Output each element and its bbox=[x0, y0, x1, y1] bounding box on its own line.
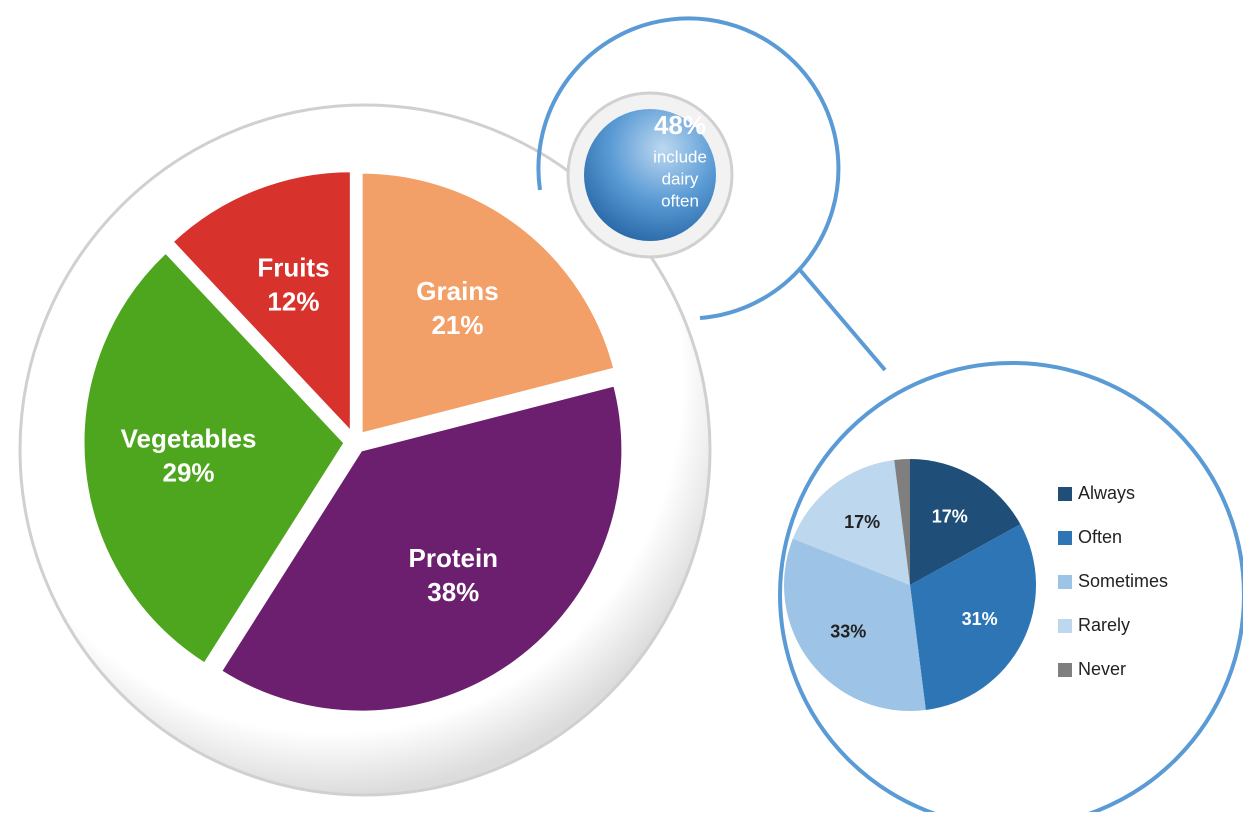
legend-swatch bbox=[1058, 663, 1072, 677]
legend-swatch bbox=[1058, 531, 1072, 545]
pie-slice bbox=[910, 459, 1021, 585]
pie-slice bbox=[792, 459, 910, 585]
annotation-text: often bbox=[661, 191, 699, 210]
legend-label: Always bbox=[1078, 483, 1135, 503]
pie-slice bbox=[359, 170, 617, 437]
value-label: 38% bbox=[427, 577, 479, 607]
value-label: 17% bbox=[844, 512, 880, 532]
annotation-text: include bbox=[653, 147, 707, 166]
slice-label: Protein bbox=[408, 543, 498, 573]
pie-slice bbox=[910, 524, 1036, 711]
legend-swatch bbox=[1058, 487, 1072, 501]
legend-label: Sometimes bbox=[1078, 571, 1168, 591]
legend-label: Never bbox=[1078, 659, 1126, 679]
pie-slice bbox=[81, 249, 347, 667]
pie-slice bbox=[218, 383, 625, 714]
callout-line bbox=[798, 268, 887, 372]
slice-label: Fruits bbox=[257, 252, 329, 282]
value-label: 17% bbox=[932, 507, 968, 527]
annotation-text: dairy bbox=[662, 169, 699, 188]
annotation-value: 48% bbox=[654, 110, 706, 140]
legend-swatch bbox=[1058, 575, 1072, 589]
value-label: 29% bbox=[163, 458, 215, 488]
pie-slice bbox=[169, 169, 353, 437]
value-label: 33% bbox=[830, 622, 866, 642]
pie-slice bbox=[784, 538, 926, 712]
slice-label: Grains bbox=[416, 276, 498, 306]
value-label: 21% bbox=[431, 310, 483, 340]
legend-label: Often bbox=[1078, 527, 1122, 547]
bubble bbox=[584, 109, 716, 241]
pie-slice bbox=[894, 459, 910, 585]
legend-label: Rarely bbox=[1078, 615, 1130, 635]
legend-swatch bbox=[1058, 619, 1072, 633]
callout-arc bbox=[536, 16, 841, 320]
slice-label: Vegetables bbox=[121, 424, 257, 454]
value-label: 12% bbox=[267, 286, 319, 316]
value-label: 31% bbox=[962, 609, 998, 629]
